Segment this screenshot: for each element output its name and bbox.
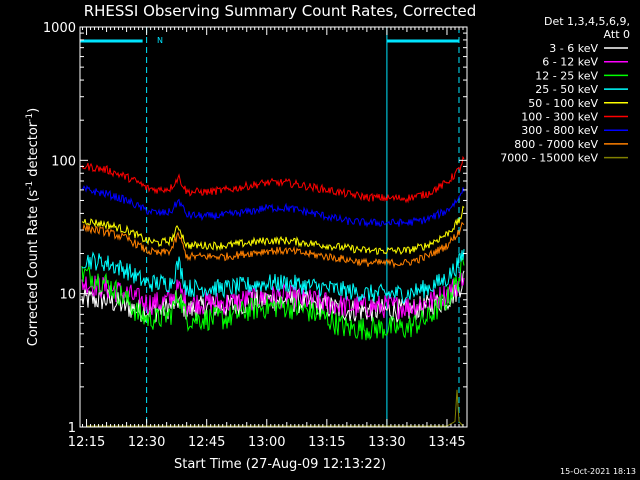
x-tick-label: 12:45 [188,435,225,450]
series-line [81,257,465,341]
y-tick-label: 1 [68,421,76,436]
series-line [81,205,465,256]
series-line [81,249,465,304]
legend-entry-label: 100 - 300 keV [521,111,598,124]
x-tick-label: 12:15 [68,435,105,450]
x-tick-label: 13:15 [308,435,345,450]
plot-frame [79,26,468,428]
legend-entry-label: 12 - 25 keV [535,69,598,82]
y-tick-label: 100 [51,154,76,169]
y-tick-label: 10 [59,288,76,303]
x-tick-label: 12:30 [128,435,165,450]
legend-entry-label: 3 - 6 keV [549,42,598,55]
x-tick-label: 13:45 [428,435,465,450]
y-axis-label-part3: ) [26,108,41,113]
legend-entry-label: 6 - 12 keV [542,56,598,69]
legend-entry-label: 50 - 100 keV [528,97,598,110]
series-line [81,271,465,320]
y-axis-label-sup2: -1 [25,113,35,122]
series-line [81,184,465,228]
x-axis-label: Start Time (27-Aug-09 12:13:22) [174,457,386,472]
series-line [81,221,465,269]
x-tick-label: 13:00 [248,435,285,450]
legend-entry-label: 7000 - 15000 keV [500,152,598,165]
y-tick-label: 1000 [43,21,76,36]
legend-entry-label: 800 - 7000 keV [514,138,598,151]
series-line [86,389,464,427]
y-axis-label-sup1: -1 [25,181,35,190]
generated-timestamp: 15-Oct-2021 18:13 [560,467,636,476]
y-axis-label: Corrected Count Rate (s-1 detector-1) [25,108,41,346]
legend-header-1: Det 1,3,4,5,6,9, [544,15,630,28]
chart-title: RHESSI Observing Summary Count Rates, Co… [84,2,477,20]
series-line [81,155,465,204]
annotation-n: N [157,36,163,45]
legend-entry-label: 300 - 800 keV [521,124,598,137]
y-axis-label-part2: detector [26,121,41,181]
legend-entry-label: 25 - 50 keV [535,83,598,96]
y-axis-label-part1: Corrected Count Rate (s [26,190,41,347]
x-tick-label: 13:30 [368,435,405,450]
legend-header-2: Att 0 [604,28,630,41]
